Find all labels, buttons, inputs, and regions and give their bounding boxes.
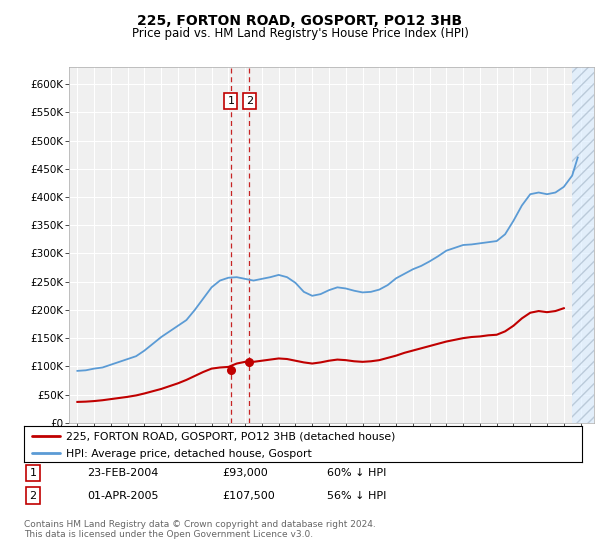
Text: 225, FORTON ROAD, GOSPORT, PO12 3HB (detached house): 225, FORTON ROAD, GOSPORT, PO12 3HB (det… [66, 432, 395, 441]
Text: 1: 1 [29, 468, 37, 478]
Text: 23-FEB-2004: 23-FEB-2004 [87, 468, 158, 478]
Text: £107,500: £107,500 [222, 491, 275, 501]
Text: 1: 1 [227, 96, 235, 106]
Text: 225, FORTON ROAD, GOSPORT, PO12 3HB: 225, FORTON ROAD, GOSPORT, PO12 3HB [137, 14, 463, 28]
Text: 56% ↓ HPI: 56% ↓ HPI [327, 491, 386, 501]
Text: 2: 2 [246, 96, 253, 106]
Text: 01-APR-2005: 01-APR-2005 [87, 491, 158, 501]
Text: Price paid vs. HM Land Registry's House Price Index (HPI): Price paid vs. HM Land Registry's House … [131, 27, 469, 40]
Text: Contains HM Land Registry data © Crown copyright and database right 2024.
This d: Contains HM Land Registry data © Crown c… [24, 520, 376, 539]
Text: HPI: Average price, detached house, Gosport: HPI: Average price, detached house, Gosp… [66, 449, 311, 459]
Text: £93,000: £93,000 [222, 468, 268, 478]
Text: 2: 2 [29, 491, 37, 501]
Text: 60% ↓ HPI: 60% ↓ HPI [327, 468, 386, 478]
